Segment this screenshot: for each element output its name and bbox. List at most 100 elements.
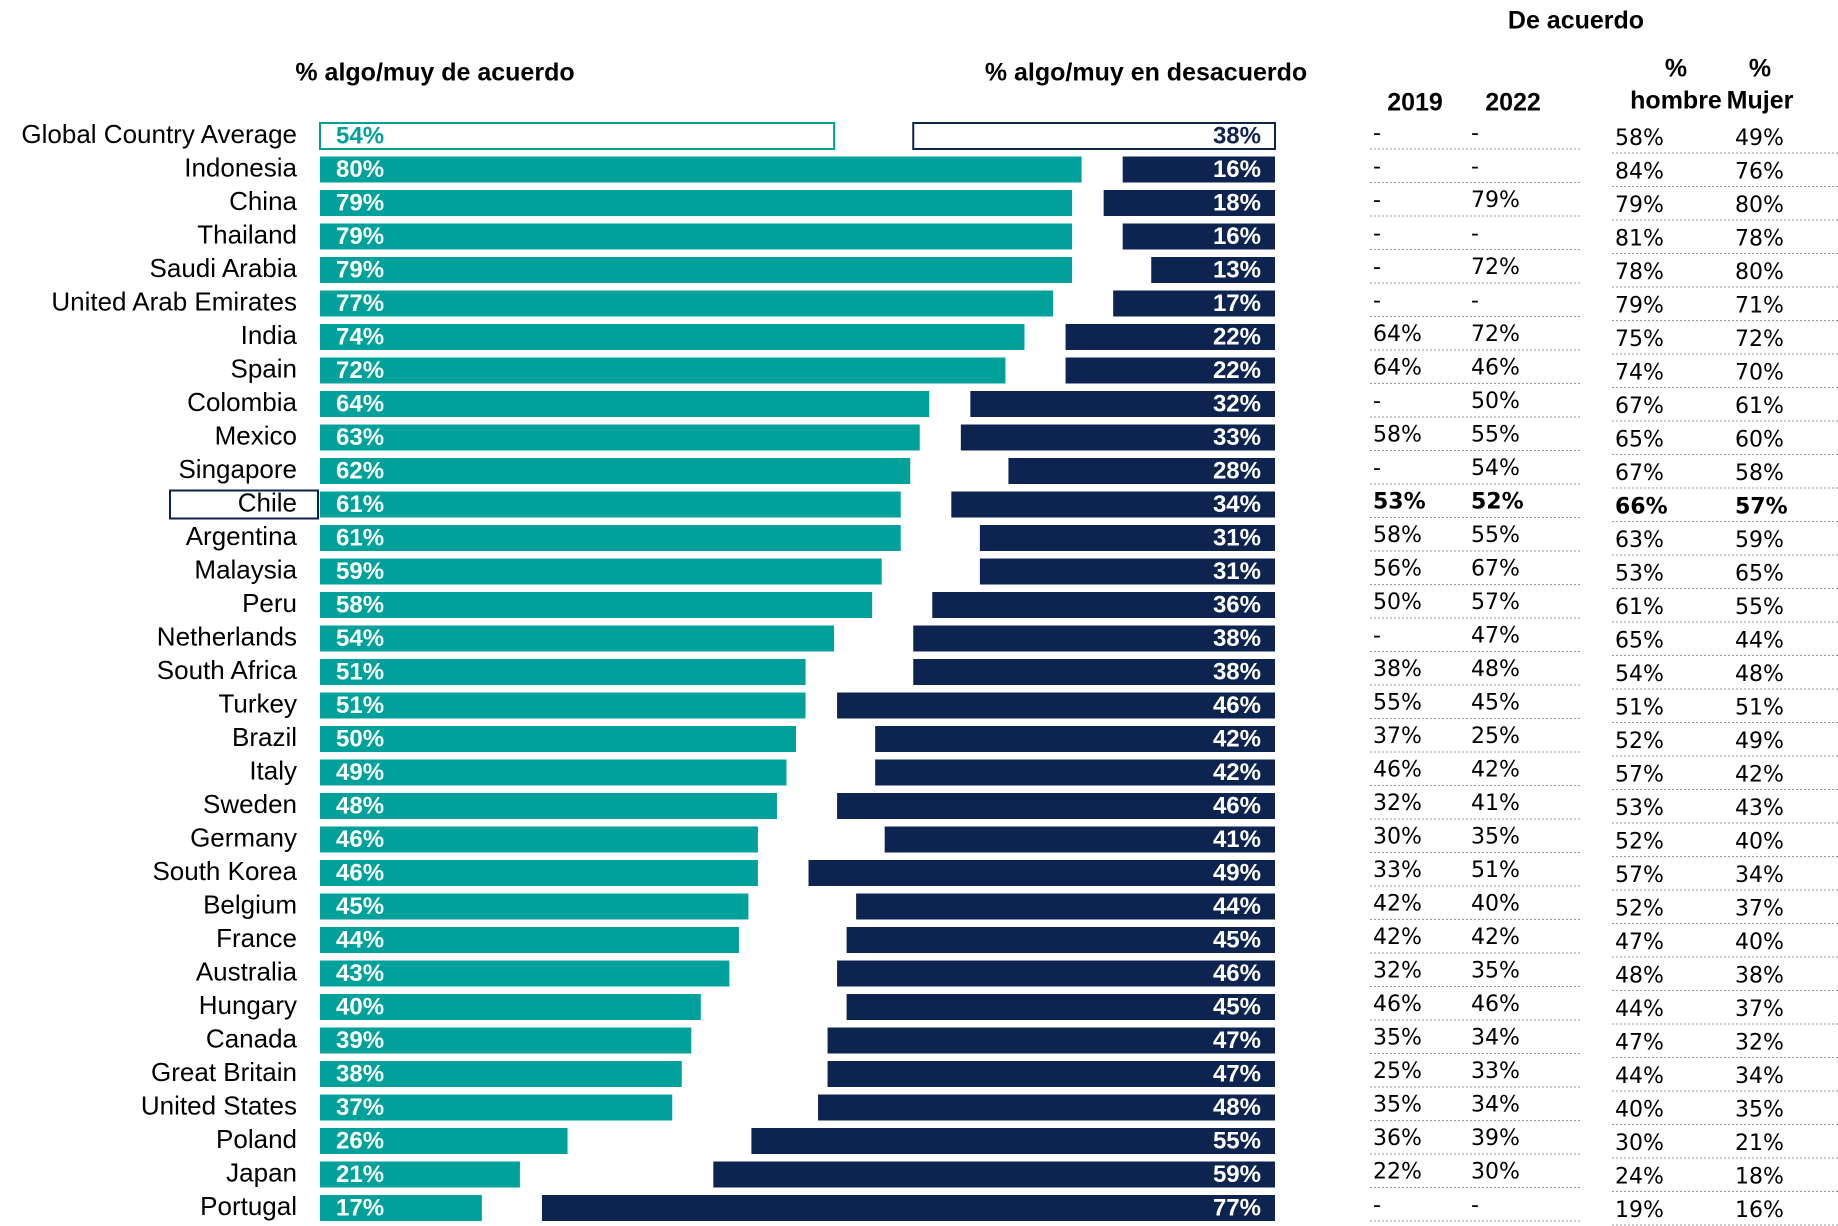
table-cell: 58% (1615, 126, 1664, 151)
table-cell: 18% (1735, 1165, 1784, 1190)
table-cell: - (1373, 389, 1381, 414)
bar (884, 826, 1275, 853)
table-cell: 57% (1615, 763, 1664, 788)
table-cell: 34% (1471, 1026, 1520, 1051)
table-cell: 47% (1615, 1031, 1664, 1056)
bar (1122, 223, 1275, 250)
bar (320, 860, 758, 886)
category-label: Colombia (187, 387, 297, 417)
data-label: 51% (336, 658, 384, 685)
category-label: Belgium (203, 889, 297, 919)
table-cell: - (1373, 456, 1381, 481)
table-cell: - (1373, 188, 1381, 213)
data-label: 59% (336, 558, 384, 585)
table-cell: 34% (1471, 1093, 1520, 1118)
data-label: 22% (1213, 357, 1261, 384)
data-label: 47% (1213, 1027, 1261, 1054)
column-header: Mujer (1727, 87, 1794, 115)
table-cell: 25% (1373, 1059, 1422, 1084)
column-header: % (1749, 55, 1771, 83)
data-label: 38% (1213, 658, 1261, 685)
bar (320, 692, 806, 719)
table-cell: 42% (1373, 925, 1422, 950)
data-label: 45% (1213, 993, 1261, 1020)
bar (951, 491, 1275, 518)
table-cell: 50% (1471, 389, 1520, 414)
data-label: 22% (1213, 323, 1261, 350)
table-cell: 50% (1373, 590, 1422, 615)
data-label: 45% (1213, 926, 1261, 953)
table-cell: 46% (1471, 992, 1520, 1017)
data-label: 48% (1213, 1094, 1261, 1121)
table-cell: 42% (1471, 925, 1520, 950)
data-label: 32% (1213, 390, 1261, 417)
table-cell: 33% (1373, 858, 1422, 883)
category-label: Sweden (203, 789, 297, 819)
category-label: Italy (249, 755, 297, 785)
table-cell: 84% (1615, 160, 1664, 185)
column-header: 2019 (1387, 89, 1443, 117)
table-cell: 79% (1615, 294, 1664, 319)
bar (320, 1161, 520, 1188)
bar (319, 122, 836, 150)
table-cell: 53% (1373, 490, 1426, 515)
category-label: France (216, 923, 297, 953)
bar (320, 190, 1073, 216)
data-label: 28% (1213, 457, 1261, 484)
data-label: 44% (336, 926, 384, 953)
data-label: 79% (336, 256, 384, 283)
table-cell: 38% (1373, 657, 1422, 682)
table-cell: 35% (1373, 1026, 1422, 1051)
category-label: Canada (206, 1023, 298, 1053)
bar (320, 994, 701, 1020)
table-cell: 65% (1615, 428, 1664, 453)
table-cell: 21% (1735, 1131, 1784, 1156)
data-label: 38% (1213, 122, 1261, 149)
table-cell: 46% (1471, 356, 1520, 381)
table-cell: 30% (1471, 1160, 1520, 1185)
column-header: 2022 (1485, 89, 1541, 117)
bar (837, 692, 1275, 719)
data-label: 41% (1213, 826, 1261, 853)
data-label: 64% (336, 390, 384, 417)
table-cell: 64% (1373, 322, 1422, 347)
table-cell: 65% (1735, 562, 1784, 587)
table-cell: 81% (1615, 227, 1664, 252)
table-cell: 44% (1615, 997, 1664, 1022)
table-cell: 48% (1471, 657, 1520, 682)
bar (320, 659, 806, 685)
category-label: Indonesia (184, 152, 297, 182)
bar (818, 1094, 1275, 1121)
data-label: 54% (336, 625, 384, 652)
data-label: 33% (1213, 424, 1261, 451)
table-cell: 44% (1735, 629, 1784, 654)
data-label: 38% (1213, 625, 1261, 652)
data-label: 21% (336, 1161, 384, 1188)
category-label: Poland (216, 1124, 297, 1154)
data-label: 43% (336, 960, 384, 987)
category-label: Portugal (200, 1191, 297, 1221)
table-cell: 49% (1735, 729, 1784, 754)
table-cell: 53% (1615, 796, 1664, 821)
data-label: 79% (336, 223, 384, 250)
table-cell: 54% (1471, 456, 1520, 481)
category-label: Hungary (199, 990, 297, 1020)
table-cell: 70% (1735, 361, 1784, 386)
bar (320, 424, 920, 451)
bar (970, 391, 1275, 417)
table-cell: - (1373, 624, 1381, 649)
bar (827, 1061, 1275, 1087)
table-cell: 54% (1615, 662, 1664, 687)
bar (912, 122, 1276, 150)
table-cell: - (1373, 255, 1381, 280)
table-cell: 55% (1471, 423, 1520, 448)
table-cell: 39% (1471, 1126, 1520, 1151)
table-cell: 43% (1735, 796, 1784, 821)
data-label: 42% (1213, 725, 1261, 752)
data-label: 38% (336, 1060, 384, 1087)
bar (1122, 156, 1275, 183)
category-label: Global Country Average (21, 119, 297, 149)
table-cell: 67% (1471, 557, 1520, 582)
data-label: 40% (336, 993, 384, 1020)
bar (837, 960, 1275, 987)
